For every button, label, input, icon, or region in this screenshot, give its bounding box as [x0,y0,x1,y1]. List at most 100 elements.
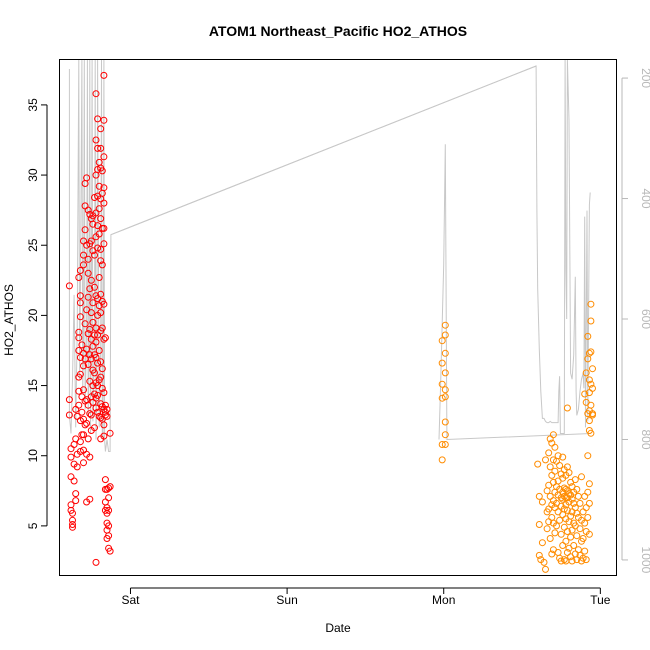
data-point [69,509,76,517]
y-tick-label: 5 [26,522,40,529]
data-point [98,261,106,269]
data-point [565,469,573,477]
data-point [441,393,449,401]
data-point [589,411,596,419]
data-point [97,144,105,152]
data-point [563,528,571,535]
data-point [560,523,568,531]
data-point [587,300,595,308]
data-point [542,456,549,464]
data-point [105,484,113,492]
data-point [84,361,92,368]
data-point [87,237,95,245]
data-point [80,251,87,259]
data-point [103,405,111,413]
data-point [80,459,87,467]
data-point [89,318,97,326]
data-point [94,391,102,399]
chart-title: ATOM1 Northeast_Pacific HO2_ATHOS [209,23,467,39]
data-point [585,530,593,538]
data-point [76,267,84,274]
data-point [551,529,559,537]
data-point [101,476,109,484]
data-point [100,432,108,440]
data-point [546,535,554,542]
data-point [441,441,449,448]
data-point [95,347,103,354]
data-point [101,498,109,506]
data-point [95,274,103,281]
y2-tick-label: 600 [639,309,650,329]
data-point [581,390,589,398]
data-point [540,558,548,566]
data-point [83,419,91,427]
data-point [559,542,567,549]
x-tick-label: Tue [590,593,611,607]
y2-tick-label: 400 [639,188,650,208]
data-point [581,547,589,555]
data-point [100,389,108,397]
data-point [554,452,562,460]
data-point [98,365,106,373]
data-point [576,525,584,533]
data-point [559,453,567,461]
x-axis-label: Date [325,621,351,635]
data-point [84,255,92,263]
data-point [91,424,98,432]
data-point [100,184,108,192]
data-point [91,331,98,339]
data-point [101,401,109,409]
data-point [585,349,593,357]
data-point [65,282,73,290]
data-point [556,462,564,469]
data-point [587,380,595,388]
data-point [587,317,595,325]
data-point [97,257,105,265]
data-point [576,499,584,507]
data-point [105,522,113,530]
data-point [553,522,560,530]
data-point [92,558,100,566]
data-point [438,380,446,388]
data-point [94,115,102,123]
data-point [100,116,108,124]
data-point [75,274,83,281]
data-point [441,331,449,339]
data-point [545,449,553,457]
data-point [92,136,100,144]
data-point [69,521,76,528]
data-point [89,299,97,307]
data-point [568,495,576,503]
data-point [106,547,114,555]
data-point [438,337,446,345]
data-point [97,125,105,133]
data-point [65,396,73,404]
data-point [70,441,78,448]
data-point [80,386,87,394]
data-point [75,387,83,395]
data-point [97,358,105,366]
data-point [86,453,94,461]
data-point [86,285,94,293]
data-point [568,557,576,565]
data-point [563,506,571,514]
data-point [587,401,595,409]
data-point [106,483,114,491]
data-point [83,241,91,249]
data-point [97,245,105,253]
data-point [582,369,590,377]
data-point [579,535,587,542]
data-point [581,519,589,527]
data-point [574,546,582,554]
data-point [535,521,543,528]
data-point [573,485,581,493]
data-point [438,441,446,448]
y-tick-label: 15 [26,379,40,393]
data-point [551,467,559,475]
data-layer [65,59,596,573]
data-point [98,167,106,175]
data-point [565,490,573,498]
data-point [100,199,108,207]
data-point [567,512,575,520]
